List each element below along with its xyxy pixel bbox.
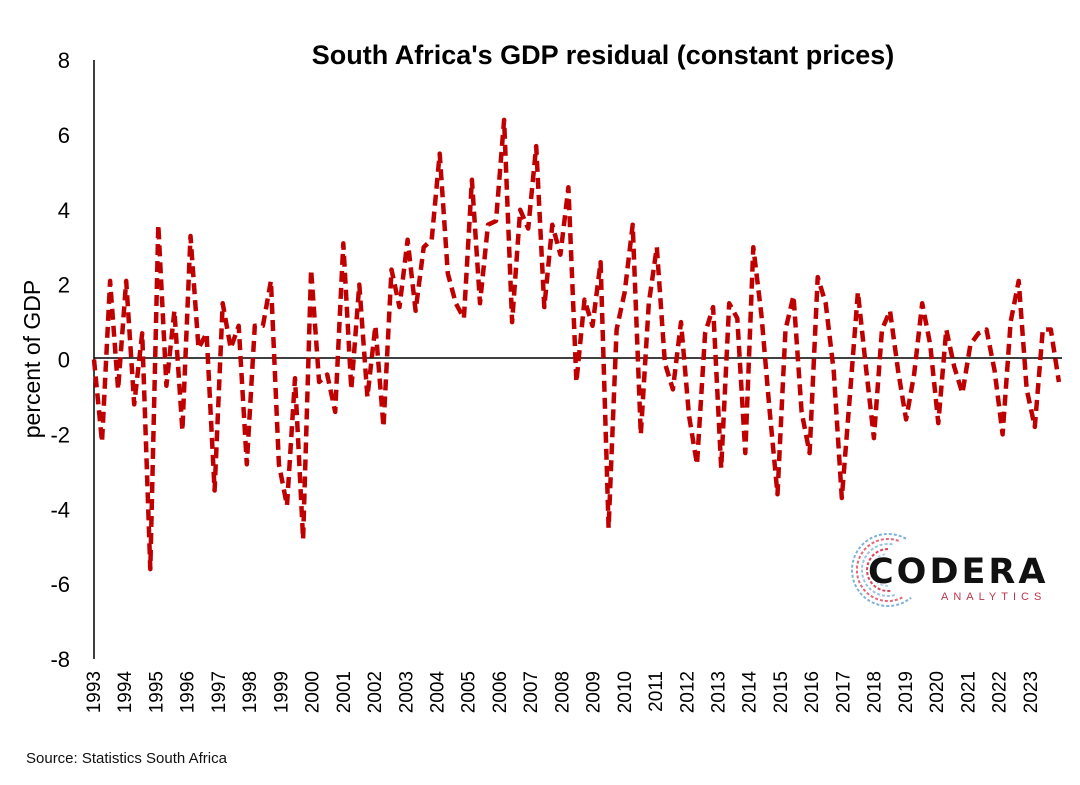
logo-arc (870, 553, 889, 588)
y-tick-label: -8 (50, 647, 70, 672)
x-tick-label: 2021 (958, 671, 979, 713)
series-line (91, 117, 1062, 572)
x-tick-label: 2001 (334, 671, 355, 713)
x-tick-label: 2023 (1021, 671, 1042, 713)
y-tick-label: 8 (58, 48, 70, 73)
x-tick-label: 2000 (303, 671, 324, 713)
x-tick-label: 1997 (209, 671, 230, 713)
x-tick-label: 2016 (802, 671, 823, 713)
series-layer (91, 117, 1062, 572)
logo-arc (860, 543, 898, 597)
y-axis-label: percent of GDP (19, 280, 45, 439)
x-tick-label: 2017 (833, 671, 854, 713)
x-tick-label: 2002 (365, 671, 386, 713)
y-tick-label: -2 (50, 422, 70, 447)
logo-arc (851, 532, 912, 607)
x-axis-ticks: 1993 1994 1995 1996 1997 1998 1999 2000 2001 2002… (84, 671, 1042, 714)
y-tick-label: 0 (58, 348, 70, 373)
codera-logo-wordmark: CODERA (868, 552, 1048, 592)
y-tick-label: 4 (58, 198, 70, 223)
x-tick-label: 1993 (84, 671, 105, 713)
y-tick-label: -4 (50, 497, 70, 522)
codera-logo-tagline: ANALYTICS (941, 591, 1046, 603)
x-tick-label: 2005 (459, 671, 480, 713)
x-tick-label: 1994 (115, 671, 136, 714)
x-tick-label: 1998 (240, 671, 261, 713)
x-tick-label: 2013 (709, 671, 730, 713)
x-tick-label: 2015 (771, 671, 792, 713)
x-tick-label: 2011 (646, 671, 667, 712)
x-tick-label: 2004 (427, 671, 448, 714)
x-tick-label: 2010 (615, 671, 636, 713)
x-tick-label: 2006 (490, 671, 511, 713)
x-tick-label: 1999 (271, 671, 292, 713)
x-tick-label: 1995 (146, 671, 167, 713)
x-tick-label: 2020 (927, 671, 948, 713)
source-note: Source: Statistics South Africa (26, 750, 227, 767)
x-tick-label: 2003 (396, 671, 417, 713)
x-tick-label: 2014 (740, 671, 761, 714)
codera-logo-mark (851, 532, 912, 607)
codera-logo: CODERA ANALYTICS (851, 532, 1048, 607)
x-tick-label: 2008 (552, 671, 573, 713)
y-tick-label: 6 (58, 123, 70, 148)
logo-arc (855, 538, 905, 602)
y-tick-label: 2 (58, 273, 70, 298)
y-axis-ticks: 8 6 4 2 0 -2 -4 -6 -8 (50, 48, 70, 672)
x-tick-label: 2022 (990, 671, 1011, 713)
x-tick-label: 2018 (865, 671, 886, 713)
chart-title: South Africa's GDP residual (constant pr… (312, 40, 895, 70)
x-tick-label: 1996 (178, 671, 199, 713)
x-tick-label: 2019 (896, 671, 917, 713)
x-tick-label: 2009 (584, 671, 605, 713)
y-tick-label: -6 (50, 572, 70, 597)
x-tick-label: 2012 (677, 671, 698, 713)
x-tick-label: 2007 (521, 671, 542, 713)
